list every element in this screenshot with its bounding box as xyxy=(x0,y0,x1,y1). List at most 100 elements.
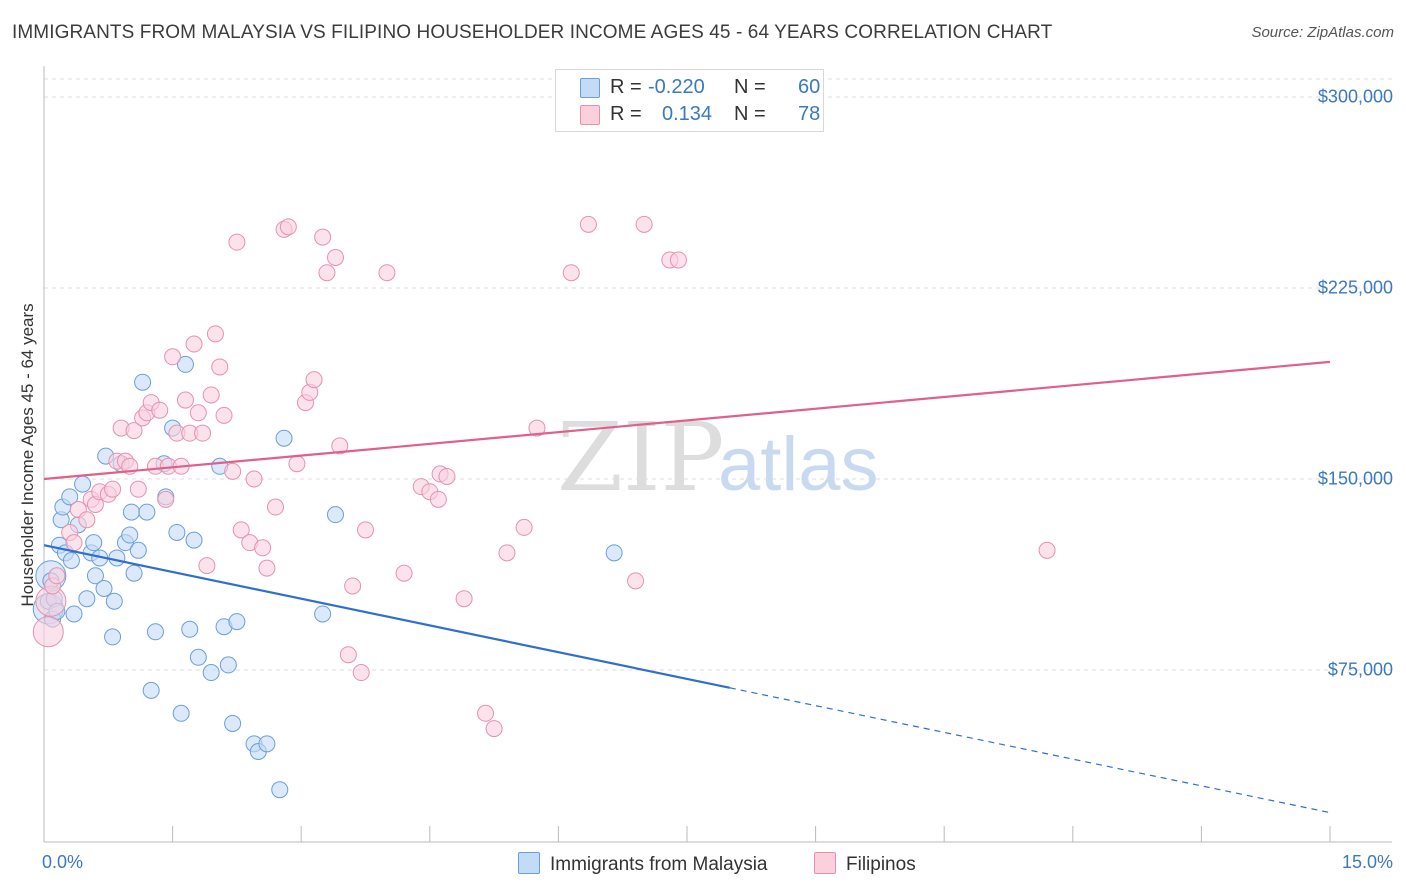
filipinos-point xyxy=(258,559,276,577)
filipinos-point xyxy=(357,521,374,539)
filipinos-point xyxy=(528,419,546,437)
r-value: -0.220 xyxy=(648,76,705,98)
filipinos-point xyxy=(627,572,645,590)
filipinos-point xyxy=(318,264,336,282)
filipinos-point xyxy=(339,646,357,664)
malaysia-point xyxy=(138,503,156,521)
filipinos-point xyxy=(245,470,263,488)
malaysia-point xyxy=(258,735,276,753)
filipinos-point xyxy=(202,386,220,404)
filipinos-point xyxy=(125,422,143,440)
filipinos-point xyxy=(1038,541,1056,559)
filipinos-point xyxy=(429,490,447,508)
malaysia-point xyxy=(104,628,122,646)
filipinos-point xyxy=(185,335,203,353)
n-value: 78 xyxy=(798,103,821,125)
malaysia-point xyxy=(168,523,186,541)
legend-item-filipinos: Filipinos xyxy=(814,852,916,876)
malaysia-trend-line-extension xyxy=(729,687,1331,814)
malaysia-point xyxy=(61,488,79,506)
filipinos-point xyxy=(157,490,175,508)
malaysia-point xyxy=(65,605,83,623)
filipinos-point xyxy=(206,325,224,343)
malaysia-point xyxy=(62,551,80,569)
malaysia-point xyxy=(142,681,160,699)
y-tick-label: $75,000 xyxy=(1327,659,1393,680)
malaysia-point xyxy=(95,580,113,598)
x-tick-label-min: 0.0% xyxy=(42,852,84,872)
filipinos-point xyxy=(176,391,194,409)
filipinos-point xyxy=(189,404,207,422)
filipinos-point xyxy=(32,616,64,648)
filipinos-point xyxy=(215,406,233,424)
y-tick-label: $300,000 xyxy=(1317,86,1393,107)
malaysia-point xyxy=(74,475,92,493)
legend-label-filipinos: Filipinos xyxy=(846,854,916,875)
malaysia-point xyxy=(176,355,194,373)
malaysia-point xyxy=(181,620,199,638)
malaysia-point xyxy=(202,664,220,682)
y-tick-label: $150,000 xyxy=(1317,468,1393,489)
source-label: Source: ZipAtlas.com xyxy=(1251,24,1394,41)
r-label: R = xyxy=(610,103,642,125)
malaysia-point xyxy=(121,526,139,544)
n-value: 60 xyxy=(798,76,821,98)
filipinos-point xyxy=(228,233,246,251)
filipinos-point xyxy=(498,544,516,562)
malaysia-point xyxy=(125,564,143,582)
malaysia-point xyxy=(172,704,190,722)
filipinos-trend-line xyxy=(43,360,1331,481)
malaysia-point xyxy=(146,623,164,641)
r-label: R = xyxy=(610,76,642,98)
filipinos-point xyxy=(352,664,370,682)
filipinos-point xyxy=(378,264,396,282)
malaysia-point xyxy=(129,541,147,559)
filipinos-point xyxy=(129,480,147,498)
legend-item-malaysia: Immigrants from Malaysia xyxy=(518,852,768,876)
malaysia-point xyxy=(219,656,237,674)
malaysia-point xyxy=(224,714,242,732)
filipinos-point xyxy=(194,424,212,442)
filipinos-point xyxy=(455,590,473,608)
n-label: N = xyxy=(734,76,766,98)
legend-swatch-filipinos xyxy=(580,105,600,125)
chart-title: IMMIGRANTS FROM MALAYSIA VS FILIPINO HOU… xyxy=(12,22,1053,43)
filipinos-point xyxy=(331,437,349,455)
filipinos-point xyxy=(151,401,169,419)
filipinos-point xyxy=(198,557,216,575)
malaysia-point xyxy=(86,567,104,585)
watermark-atlas: atlas xyxy=(718,422,879,507)
malaysia-point xyxy=(228,613,246,631)
filipinos-point xyxy=(344,577,362,595)
legend-label-malaysia: Immigrants from Malaysia xyxy=(550,854,768,875)
filipinos-point xyxy=(669,251,687,269)
legend-swatch-filipinos xyxy=(814,852,836,874)
filipinos-point xyxy=(279,218,297,236)
malaysia-point xyxy=(605,544,623,562)
filipinos-point xyxy=(266,498,284,516)
malaysia-point xyxy=(189,648,207,666)
filipinos-point xyxy=(326,248,344,266)
r-value: 0.134 xyxy=(662,103,713,125)
legend-swatch-malaysia xyxy=(518,852,540,874)
malaysia-point xyxy=(185,531,203,549)
filipinos-point xyxy=(314,228,332,246)
filipinos-point xyxy=(579,215,597,233)
legend-swatch-malaysia xyxy=(580,78,600,98)
malaysia-trend-line xyxy=(43,544,731,689)
filipinos-point xyxy=(78,511,96,529)
filipinos-point xyxy=(65,534,83,552)
filipinos-point xyxy=(485,720,503,738)
filipinos-point xyxy=(104,480,122,498)
filipinos-point xyxy=(224,462,242,480)
filipinos-point xyxy=(48,567,66,585)
watermark-zip: ZIP xyxy=(557,403,724,513)
y-tick-label: $225,000 xyxy=(1317,277,1393,298)
filipinos-point xyxy=(438,467,456,485)
filipinos-point xyxy=(164,348,182,366)
malaysia-point xyxy=(314,605,332,623)
correlation-legend: R = -0.220 N = 60 R = 0.134 N = 78 xyxy=(555,69,824,132)
malaysia-point xyxy=(271,781,289,799)
malaysia-point xyxy=(105,592,123,610)
